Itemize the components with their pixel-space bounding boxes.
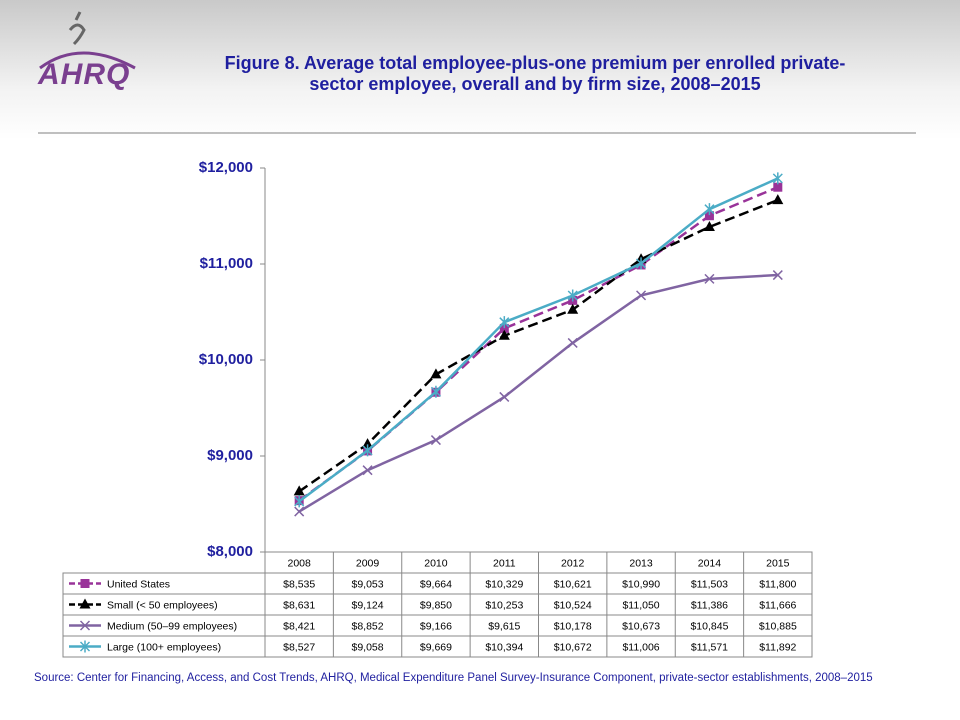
marker [362, 465, 373, 476]
table-cell: $10,990 [622, 578, 660, 590]
table-cell: $9,166 [420, 620, 452, 632]
table-cell: $11,800 [759, 578, 796, 590]
table-cell: $11,666 [759, 599, 796, 611]
table-cell: $10,673 [622, 620, 660, 632]
x-tick-label: 2011 [493, 557, 516, 569]
table-cell: $11,050 [622, 599, 659, 611]
marker [294, 506, 305, 517]
table-cell: $10,329 [485, 578, 523, 590]
table-cell: $11,892 [759, 641, 796, 653]
table-cell: $10,524 [554, 599, 592, 611]
table-cell: $8,852 [352, 620, 384, 632]
legend-marker [80, 579, 90, 588]
x-tick-label: 2010 [424, 557, 448, 569]
source-note: Source: Center for Financing, Access, an… [34, 672, 873, 684]
table-cell: $10,885 [759, 620, 797, 632]
table-cell: $11,571 [691, 641, 728, 653]
x-tick-label: 2014 [698, 557, 722, 569]
marker [499, 316, 510, 329]
marker [567, 337, 578, 348]
table-cell: $10,621 [554, 578, 592, 590]
marker [704, 273, 715, 284]
legend-label: Small (< 50 employees) [107, 599, 218, 611]
x-tick-label: 2008 [288, 557, 312, 569]
table-cell: $11,503 [691, 578, 728, 590]
x-tick-label: 2015 [766, 557, 790, 569]
y-tick-label: $11,000 [200, 255, 253, 272]
table-cell: $9,669 [420, 641, 452, 653]
table-cell: $10,394 [485, 641, 523, 653]
table-cell: $11,006 [622, 641, 659, 653]
table-cell: $10,845 [690, 620, 728, 632]
table-cell: $8,421 [283, 620, 315, 632]
table-cell: $10,253 [485, 599, 523, 611]
hhs-emblem [68, 11, 86, 46]
marker [430, 385, 441, 398]
legend-marker [79, 620, 91, 631]
marker [362, 438, 374, 449]
marker [430, 368, 442, 379]
table-cell: $9,615 [488, 620, 520, 632]
marker [362, 444, 373, 457]
marker [704, 203, 715, 216]
marker [498, 329, 510, 340]
legend-label: Large (100+ employees) [107, 641, 221, 653]
marker [772, 172, 783, 185]
chart-title: Figure 8. Average total employee-plus-on… [224, 53, 846, 94]
table-cell: $11,386 [691, 599, 728, 611]
y-tick-label: $10,000 [199, 351, 253, 368]
table-cell: $10,178 [554, 620, 592, 632]
x-tick-label: 2009 [356, 557, 380, 569]
marker [703, 220, 715, 231]
legend-marker [79, 598, 91, 609]
table-cell: $9,124 [352, 599, 384, 611]
y-tick-label: $9,000 [207, 447, 253, 464]
legend-label: United States [107, 578, 170, 590]
marker [567, 303, 579, 314]
marker [636, 290, 647, 301]
y-tick-label: $8,000 [207, 543, 253, 560]
table-cell: $9,850 [420, 599, 452, 611]
marker [773, 182, 783, 192]
legend-label: Medium (50–99 employees) [107, 620, 237, 632]
marker [430, 435, 441, 446]
marker [704, 211, 714, 221]
table-cell: $10,672 [554, 641, 592, 653]
table-cell: $8,527 [283, 641, 315, 653]
logo: AHRQ [38, 58, 131, 91]
marker [293, 485, 305, 496]
x-tick-label: 2012 [561, 557, 585, 569]
table-cell: $9,664 [420, 578, 452, 590]
logo-arc [39, 51, 136, 70]
series-line [298, 177, 779, 503]
marker [499, 323, 509, 333]
x-tick-label: 2013 [629, 557, 653, 569]
marker [567, 289, 578, 302]
marker [772, 270, 783, 281]
series-line [298, 198, 779, 493]
marker [294, 495, 305, 508]
legend-marker [79, 640, 91, 653]
marker [636, 257, 647, 270]
marker [499, 391, 510, 402]
table-cell: $8,535 [283, 578, 315, 590]
table-cell: $8,631 [283, 599, 315, 611]
table-cell: $9,058 [352, 641, 384, 653]
table-cell: $9,053 [352, 578, 384, 590]
y-tick-label: $12,000 [199, 159, 253, 176]
series-line [298, 273, 778, 513]
marker [772, 194, 784, 205]
